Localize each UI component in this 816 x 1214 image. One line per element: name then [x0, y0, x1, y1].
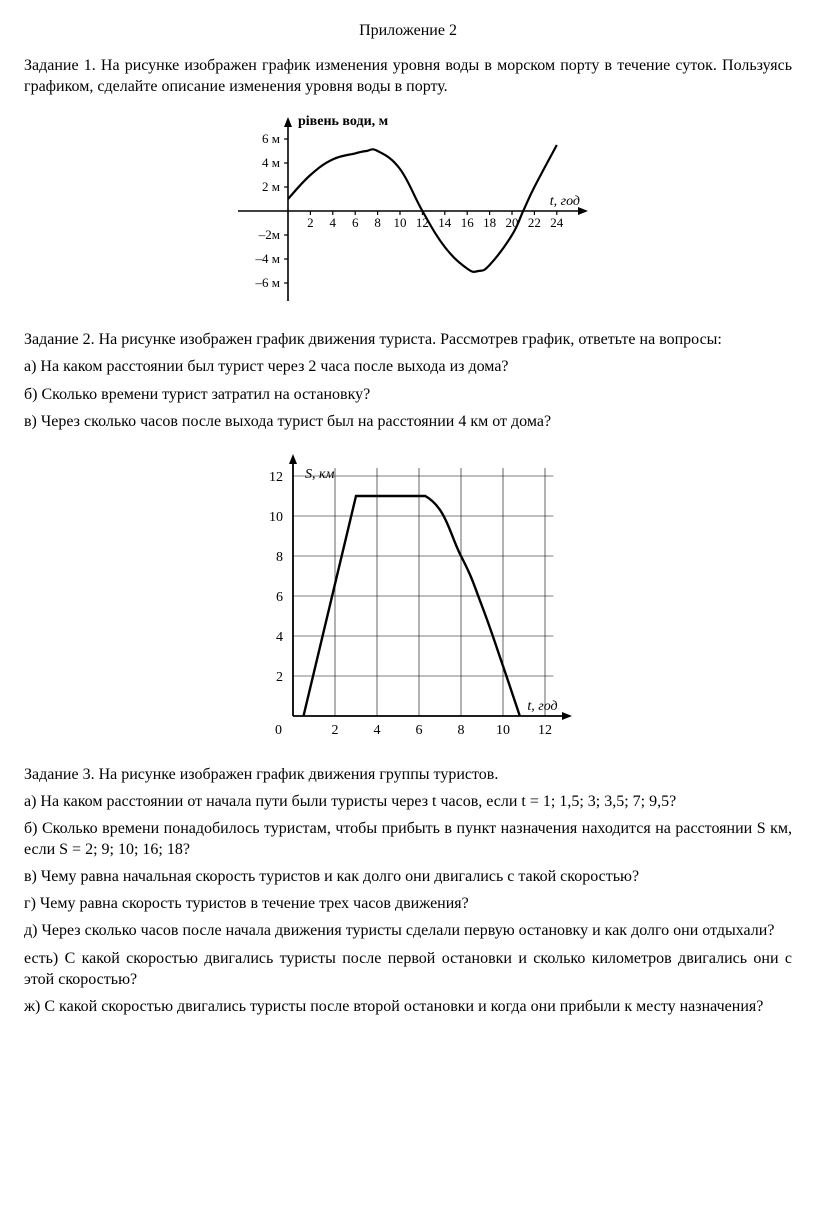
svg-text:24: 24: [550, 215, 564, 230]
svg-text:12: 12: [538, 723, 552, 738]
task2-a: а) На каком расстоянии был турист через …: [24, 356, 792, 377]
svg-text:8: 8: [458, 723, 465, 738]
svg-text:6: 6: [352, 215, 359, 230]
svg-text:4: 4: [276, 630, 283, 645]
svg-text:–6 м: –6 м: [255, 275, 280, 290]
svg-text:14: 14: [438, 215, 452, 230]
svg-text:8: 8: [276, 550, 283, 565]
svg-text:2: 2: [307, 215, 314, 230]
svg-text:18: 18: [483, 215, 496, 230]
task3-head: Задание 3. На рисунке изображен график д…: [24, 764, 792, 785]
task3-g: ж) С какой скоростью двигались туристы п…: [24, 996, 792, 1017]
task2-c: в) Через сколько часов после выхода тури…: [24, 411, 792, 432]
task3-d: г) Чему равна скорость туристов в течени…: [24, 893, 792, 914]
task3-a: а) На каком расстоянии от начала пути бы…: [24, 791, 792, 812]
svg-text:22: 22: [528, 215, 541, 230]
page-title: Приложение 2: [24, 20, 792, 41]
svg-text:4: 4: [330, 215, 337, 230]
svg-text:2 м: 2 м: [262, 179, 280, 194]
svg-text:рівень води, м: рівень води, м: [298, 114, 389, 129]
svg-text:S, км: S, км: [305, 467, 335, 482]
svg-text:–4 м: –4 м: [255, 251, 280, 266]
task3-c: в) Чему равна начальная скорость туристо…: [24, 866, 792, 887]
task2-b: б) Сколько времени турист затратил на ос…: [24, 384, 792, 405]
task3-b: б) Сколько времени понадобилось туристам…: [24, 818, 792, 860]
svg-text:8: 8: [374, 215, 381, 230]
svg-text:4 м: 4 м: [262, 155, 280, 170]
svg-text:10: 10: [394, 215, 407, 230]
svg-text:0: 0: [275, 723, 282, 738]
svg-text:12: 12: [269, 470, 283, 485]
chart1-wrap: 6 м4 м2 м–2м–4 м–6 м24681012141618202224…: [24, 111, 792, 311]
water-level-chart: 6 м4 м2 м–2м–4 м–6 м24681012141618202224…: [218, 111, 598, 311]
svg-text:4: 4: [374, 723, 381, 738]
svg-text:6: 6: [416, 723, 423, 738]
task2-head: Задание 2. На рисунке изображен график д…: [24, 329, 792, 350]
svg-text:2: 2: [276, 670, 283, 685]
task1-text: Задание 1. На рисунке изображен график и…: [24, 55, 792, 97]
svg-text:10: 10: [496, 723, 510, 738]
svg-text:t, год: t, год: [550, 194, 580, 209]
svg-text:2: 2: [332, 723, 339, 738]
task3-e: д) Через сколько часов после начала движ…: [24, 920, 792, 941]
svg-text:t, год: t, год: [527, 699, 557, 714]
svg-text:6: 6: [276, 590, 283, 605]
svg-text:–2м: –2м: [258, 227, 280, 242]
svg-text:16: 16: [461, 215, 475, 230]
svg-text:10: 10: [269, 510, 283, 525]
task3-f: есть) С какой скоростью двигались турист…: [24, 948, 792, 990]
tourist-distance-chart: 2 4 6 8 10 12 2 4 6 8 10 12 0 S, км t, год: [238, 446, 578, 746]
svg-text:6 м: 6 м: [262, 131, 280, 146]
chart2-wrap: 2 4 6 8 10 12 2 4 6 8 10 12 0 S, км t, год: [24, 446, 792, 746]
